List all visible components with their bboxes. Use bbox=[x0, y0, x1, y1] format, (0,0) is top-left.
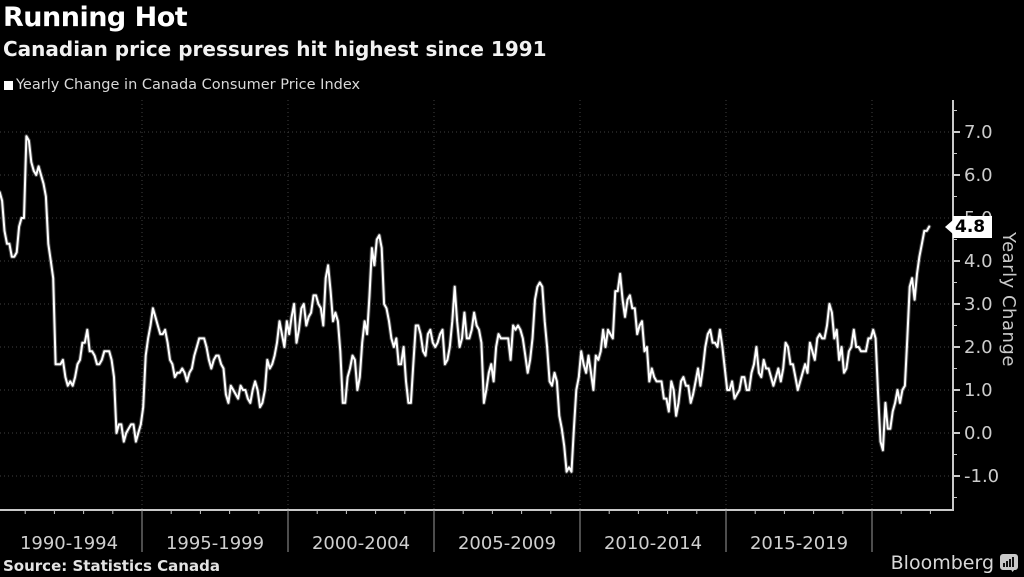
callout-value: 4.8 bbox=[953, 216, 993, 238]
y-tick-label: 2.0 bbox=[964, 337, 993, 358]
callout-arrow-icon bbox=[945, 220, 953, 234]
y-tick-label: 6.0 bbox=[964, 165, 993, 186]
x-tick-label: 2005-2009 bbox=[458, 533, 556, 554]
page-subtitle: Canadian price pressures hit highest sin… bbox=[3, 37, 547, 61]
y-tick-label: 4.0 bbox=[964, 251, 993, 272]
bloomberg-wordmark: Bloomberg bbox=[890, 552, 994, 574]
page-title: Running Hot bbox=[3, 2, 188, 33]
x-tick-label: 2015-2019 bbox=[750, 533, 848, 554]
cpi-line bbox=[0, 135, 931, 473]
brand: Bloomberg bbox=[891, 552, 1018, 574]
x-tick-label: 2010-2014 bbox=[604, 533, 702, 554]
y-tick-label: 7.0 bbox=[964, 122, 993, 143]
source-note: Source: Statistics Canada bbox=[3, 557, 220, 575]
x-tick-label: 2000-2004 bbox=[312, 533, 410, 554]
y-tick-label: 1.0 bbox=[964, 380, 993, 401]
legend: Yearly Change in Canada Consumer Price I… bbox=[4, 77, 360, 93]
bloomberg-logo-icon bbox=[1000, 554, 1018, 572]
x-tick-label: 1995-1999 bbox=[166, 533, 264, 554]
legend-label: Yearly Change in Canada Consumer Price I… bbox=[16, 77, 361, 93]
last-value-callout: 4.8 bbox=[945, 216, 993, 238]
y-tick-label: 0.0 bbox=[964, 423, 993, 444]
y-axis-title: Yearly Change bbox=[998, 232, 1019, 367]
y-tick-label: -1.0 bbox=[964, 466, 999, 487]
x-tick-label: 1990-1994 bbox=[20, 533, 118, 554]
y-tick-label: 3.0 bbox=[964, 294, 993, 315]
legend-swatch-icon bbox=[4, 80, 13, 90]
